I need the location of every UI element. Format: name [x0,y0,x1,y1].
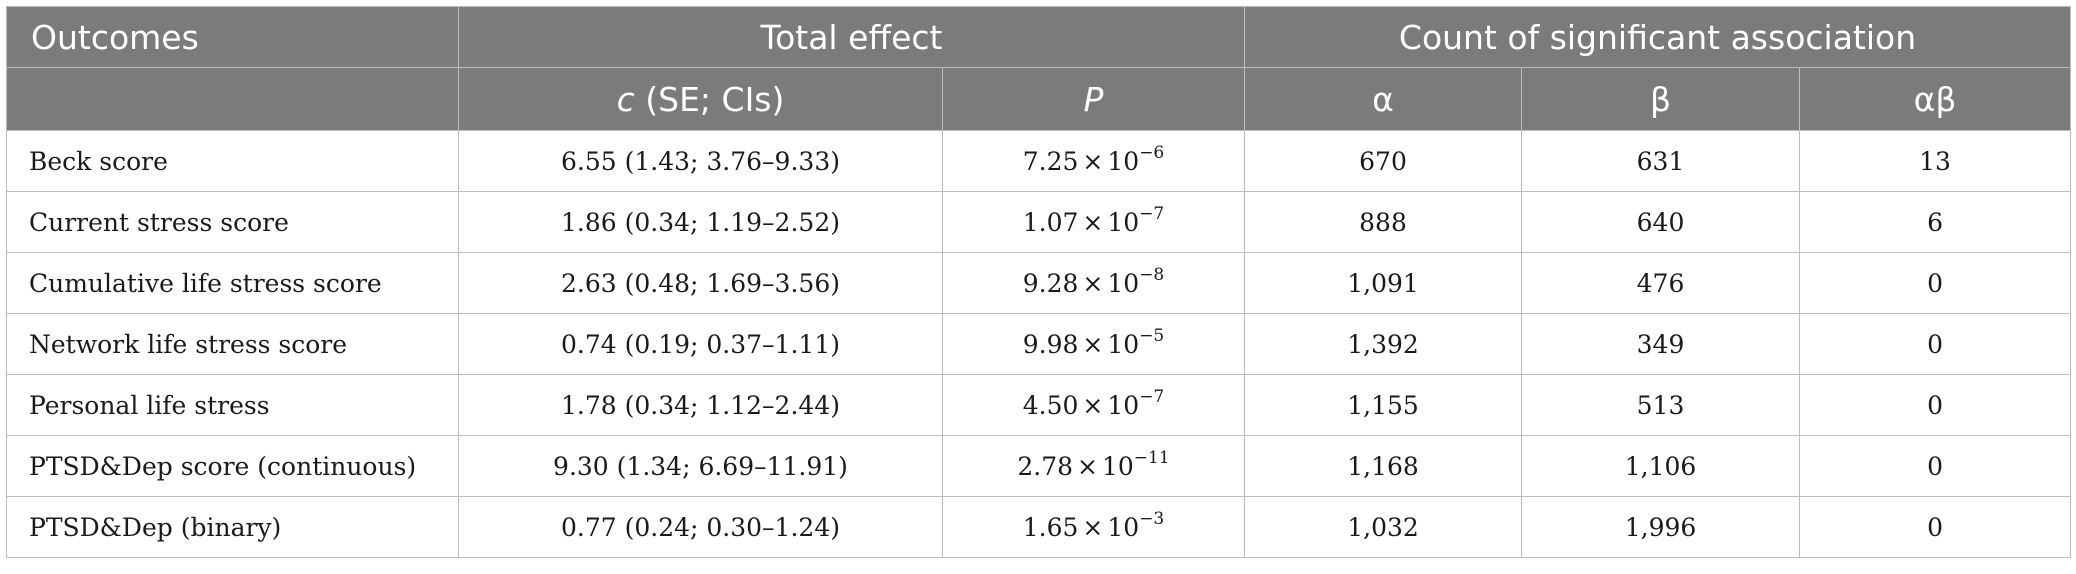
header-p: P [941,67,1246,131]
p-times-sign: × [1077,451,1098,481]
p-mantissa: 1.65 [1022,512,1079,542]
table-row: Personal life stress 1.78 (0.34; 1.12–2.4… [6,374,2072,436]
cell-total-effect-c: 0.74 (0.19; 0.37–1.11) [458,313,943,375]
header-blank [6,67,459,131]
cell-alpha: 1,155 [1244,374,1523,436]
p-mantissa: 2.78 [1017,451,1074,481]
cell-beta: 476 [1521,252,1801,314]
cell-beta: 1,996 [1521,496,1801,558]
p-times-sign: × [1082,390,1104,420]
header-c-rest: (SE; CIs) [634,79,785,119]
header-row-1: Outcomes Total effect Count of significa… [6,6,2072,68]
p-times-sign: × [1082,329,1104,359]
p-mantissa: 4.50 [1022,390,1079,420]
p-times-sign: × [1082,512,1104,542]
cell-alphabeta: 0 [1799,496,2072,558]
results-table: Outcomes Total effect Count of significa… [6,6,2072,558]
cell-alphabeta: 0 [1799,252,2072,314]
cell-total-effect-c: 0.77 (0.24; 0.30–1.24) [458,496,943,558]
cell-alpha: 1,168 [1244,435,1523,497]
p-base: 10 [1107,146,1140,176]
p-mantissa: 9.98 [1022,329,1079,359]
p-base: 10 [1107,207,1140,237]
cell-p-value: 1.65 × 10−3 [941,496,1246,558]
results-table-container: Outcomes Total effect Count of significa… [6,6,2072,558]
cell-p-value: 7.25 × 10−6 [941,130,1246,192]
p-base: 10 [1107,512,1140,542]
cell-p-value: 2.78 × 10−11 [941,435,1246,497]
p-times-sign: × [1082,207,1104,237]
p-exponent: −8 [1139,264,1165,285]
header-count-significant: Count of significant association [1244,6,2072,68]
cell-beta: 1,106 [1521,435,1801,497]
cell-total-effect-c: 2.63 (0.48; 1.69–3.56) [458,252,943,314]
p-exponent: −7 [1139,386,1165,407]
p-base: 10 [1107,390,1140,420]
header-beta: β [1521,67,1801,131]
cell-beta: 349 [1521,313,1801,375]
cell-p-value: 1.07 × 10−7 [941,191,1246,253]
cell-total-effect-c: 1.78 (0.34; 1.12–2.44) [458,374,943,436]
p-mantissa: 9.28 [1022,268,1079,298]
table-body: Beck score 6.55 (1.43; 3.76–9.33) 7.25 × 10−… [6,130,2072,558]
cell-alphabeta: 6 [1799,191,2072,253]
cell-alpha: 888 [1244,191,1523,253]
cell-outcome: Beck score [6,130,459,192]
cell-beta: 640 [1521,191,1801,253]
cell-beta: 513 [1521,374,1801,436]
table-row: Network life stress score 0.74 (0.19; 0.3… [6,313,2072,375]
cell-total-effect-c: 9.30 (1.34; 6.69–11.91) [458,435,943,497]
header-alpha: α [1244,67,1523,131]
cell-alphabeta: 0 [1799,435,2072,497]
p-base: 10 [1101,451,1134,481]
p-mantissa: 1.07 [1022,207,1079,237]
cell-outcome: PTSD&Dep (binary) [6,496,459,558]
table-header: Outcomes Total effect Count of significa… [6,6,2072,131]
cell-outcome: Current stress score [6,191,459,253]
header-alphabeta: αβ [1799,67,2072,131]
p-exponent: −11 [1133,447,1170,468]
table-row: Current stress score 1.86 (0.34; 1.19–2.5… [6,191,2072,253]
p-base: 10 [1107,329,1140,359]
cell-alphabeta: 0 [1799,374,2072,436]
cell-p-value: 4.50 × 10−7 [941,374,1246,436]
cell-outcome: Personal life stress [6,374,459,436]
header-c-symbol: c [616,79,635,119]
cell-p-value: 9.98 × 10−5 [941,313,1246,375]
cell-alpha: 670 [1244,130,1523,192]
p-base: 10 [1107,268,1140,298]
header-outcomes: Outcomes [6,6,459,68]
cell-outcome: Network life stress score [6,313,459,375]
table-row: Beck score 6.55 (1.43; 3.76–9.33) 7.25 × 10−… [6,130,2072,192]
cell-total-effect-c: 6.55 (1.43; 3.76–9.33) [458,130,943,192]
header-c-se-ci: c (SE; CIs) [458,67,943,131]
cell-alphabeta: 0 [1799,313,2072,375]
p-exponent: −7 [1139,203,1165,224]
p-exponent: −6 [1139,142,1165,163]
cell-alpha: 1,091 [1244,252,1523,314]
cell-total-effect-c: 1.86 (0.34; 1.19–2.52) [458,191,943,253]
p-exponent: −5 [1139,325,1165,346]
header-total-effect: Total effect [457,6,1246,68]
cell-beta: 631 [1521,130,1801,192]
table-row: PTSD&Dep score (continuous) 9.30 (1.34; 6… [6,435,2072,497]
p-times-sign: × [1082,146,1104,176]
header-row-2: c (SE; CIs) P α β αβ [6,67,2072,131]
cell-alpha: 1,392 [1244,313,1523,375]
cell-alpha: 1,032 [1244,496,1523,558]
p-mantissa: 7.25 [1022,146,1079,176]
cell-p-value: 9.28 × 10−8 [941,252,1246,314]
p-exponent: −3 [1139,508,1165,529]
cell-outcome: Cumulative life stress score [6,252,459,314]
table-row: Cumulative life stress score 2.63 (0.48; … [6,252,2072,314]
header-p-symbol: P [1083,79,1104,119]
cell-alphabeta: 13 [1799,130,2072,192]
cell-outcome: PTSD&Dep score (continuous) [6,435,459,497]
table-row: PTSD&Dep (binary) 0.77 (0.24; 0.30–1.24) 1… [6,496,2072,558]
p-times-sign: × [1082,268,1104,298]
